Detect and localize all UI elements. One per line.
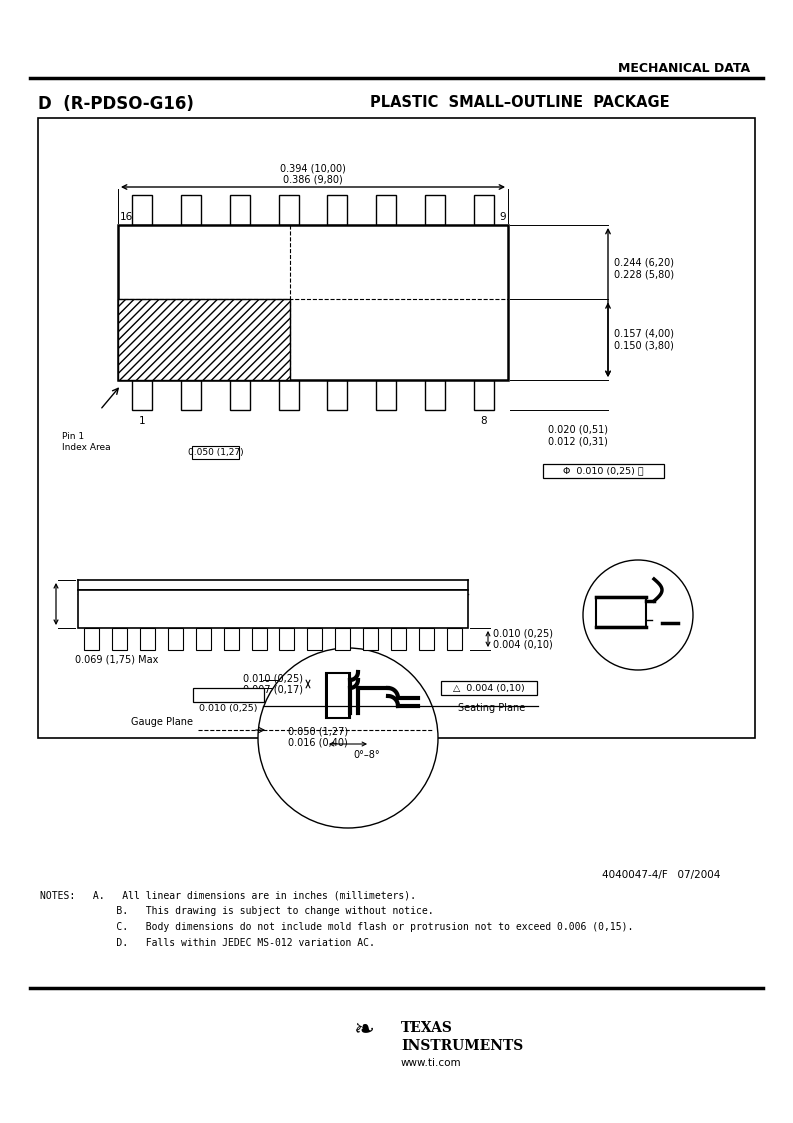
Bar [230, 195, 250, 225]
Text: △  0.004 (0,10): △ 0.004 (0,10) [453, 684, 525, 693]
Text: 4040047-4/F   07/2004: 4040047-4/F 07/2004 [602, 870, 720, 880]
Bar [168, 628, 183, 650]
Bar [278, 380, 299, 410]
Text: Seating Plane: Seating Plane [458, 703, 525, 713]
Circle shape [258, 648, 438, 828]
Text: 16: 16 [120, 212, 133, 222]
Bar [251, 628, 266, 650]
Text: 0.069 (1,75) Max: 0.069 (1,75) Max [75, 655, 159, 665]
Bar [473, 195, 493, 225]
Bar [363, 628, 378, 650]
Bar [446, 628, 462, 650]
Bar [38, 118, 755, 738]
Text: 9: 9 [500, 212, 506, 222]
FancyBboxPatch shape [440, 681, 537, 694]
Bar [419, 628, 434, 650]
Text: Gauge Plane: Gauge Plane [131, 716, 193, 727]
Text: Pin 1
Index Area: Pin 1 Index Area [62, 432, 111, 453]
Text: PLASTIC  SMALL–OUTLINE  PACKAGE: PLASTIC SMALL–OUTLINE PACKAGE [370, 95, 669, 110]
Bar [132, 380, 152, 410]
Bar [118, 225, 508, 380]
Text: 0.394 (10,00)
0.386 (9,80): 0.394 (10,00) 0.386 (9,80) [280, 164, 346, 185]
Bar [113, 628, 128, 650]
Bar [78, 590, 468, 628]
Text: 8: 8 [481, 416, 487, 426]
Bar [326, 673, 350, 718]
Text: 0.010 (0,25)
0.004 (0,10): 0.010 (0,25) 0.004 (0,10) [493, 628, 553, 650]
Text: 0.244 (6,20)
0.228 (5,80): 0.244 (6,20) 0.228 (5,80) [614, 257, 674, 280]
Text: D  (R-PDSO-G16): D (R-PDSO-G16) [38, 95, 193, 113]
Bar [328, 673, 348, 718]
Bar [326, 673, 350, 718]
Bar [376, 195, 396, 225]
Bar [224, 628, 239, 650]
Bar [78, 579, 468, 590]
FancyBboxPatch shape [542, 464, 664, 477]
Bar [307, 628, 322, 650]
Bar [328, 380, 347, 410]
Text: INSTRUMENTS: INSTRUMENTS [401, 1039, 523, 1053]
Bar [376, 380, 396, 410]
Text: www.ti.com: www.ti.com [401, 1058, 462, 1068]
Bar [391, 628, 406, 650]
Text: 0.050 (1,27): 0.050 (1,27) [188, 448, 243, 457]
Bar [335, 628, 351, 650]
FancyBboxPatch shape [192, 446, 239, 459]
FancyBboxPatch shape [193, 687, 263, 702]
Bar [279, 628, 294, 650]
Bar [278, 195, 299, 225]
Text: TEXAS: TEXAS [401, 1021, 453, 1035]
Text: 0.020 (0,51)
0.012 (0,31): 0.020 (0,51) 0.012 (0,31) [548, 424, 608, 447]
Bar [132, 195, 152, 225]
Bar [181, 380, 201, 410]
Bar [596, 597, 646, 627]
Bar [181, 195, 201, 225]
Text: 0.050 (1,27)
0.016 (0,40): 0.050 (1,27) 0.016 (0,40) [288, 725, 348, 748]
Text: 1: 1 [139, 416, 146, 426]
Text: 0.157 (4,00)
0.150 (3,80): 0.157 (4,00) 0.150 (3,80) [614, 329, 674, 350]
Text: NOTES:   A.   All linear dimensions are in inches (millimeters).: NOTES: A. All linear dimensions are in i… [40, 891, 416, 900]
Text: 0.010 (0,25): 0.010 (0,25) [199, 703, 257, 712]
Text: 0°–8°: 0°–8° [353, 750, 380, 760]
Bar [473, 380, 493, 410]
Text: 0.010 (0,25)
0.007 (0,17): 0.010 (0,25) 0.007 (0,17) [243, 673, 303, 695]
Bar [328, 195, 347, 225]
Text: Φ  0.010 (0,25) Ⓜ: Φ 0.010 (0,25) Ⓜ [563, 466, 643, 475]
Bar [118, 300, 289, 380]
Bar [140, 628, 155, 650]
Text: D.   Falls within JEDEC MS-012 variation AC.: D. Falls within JEDEC MS-012 variation A… [40, 938, 375, 948]
Text: B.   This drawing is subject to change without notice.: B. This drawing is subject to change wit… [40, 906, 434, 916]
Bar [230, 380, 250, 410]
Bar [84, 628, 99, 650]
Text: C.   Body dimensions do not include mold flash or protrusion not to exceed 0.006: C. Body dimensions do not include mold f… [40, 922, 634, 932]
Text: MECHANICAL DATA: MECHANICAL DATA [618, 62, 750, 75]
Bar [196, 628, 211, 650]
Bar [425, 195, 445, 225]
Bar [425, 380, 445, 410]
Text: ❧: ❧ [354, 1019, 374, 1042]
Circle shape [583, 560, 693, 670]
